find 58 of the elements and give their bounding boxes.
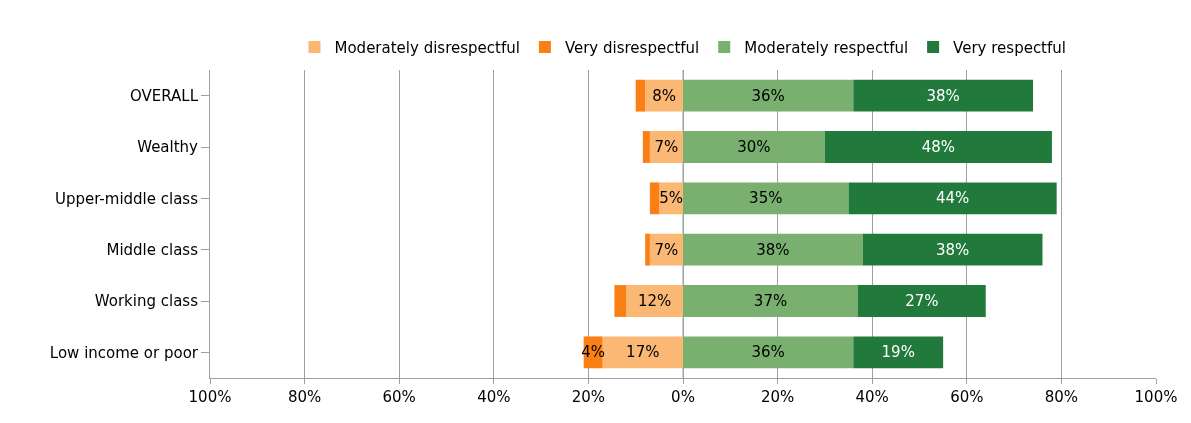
legend-label: Moderately respectful [744,38,909,57]
bar [848,182,1057,215]
data-label: 36% [751,86,785,105]
bar [642,131,650,163]
data-label: 37% [753,292,788,310]
x-tick-label: 100% [1134,388,1178,406]
bar [683,131,825,163]
bar [635,79,646,112]
x-tick-label: 80% [287,388,322,406]
data-label: 27% [905,292,939,310]
data-label: 35% [749,189,783,208]
bar [862,233,1043,266]
bar [858,285,986,317]
y-tick-label: Low income or poor [49,343,199,362]
data-label: 17% [626,343,660,362]
data-label: 12% [637,292,672,310]
y-tick-label: Wealthy [137,138,199,157]
bar [683,285,859,317]
y-tick-label: Middle class [106,240,199,259]
data-label: 44% [935,189,970,208]
x-tick-label: 20% [760,388,795,406]
data-label: 38% [935,240,970,259]
y-tick-label: Working class [94,292,199,311]
x-tick-label: 60% [382,388,416,406]
bar [824,131,1052,163]
bar [645,233,650,266]
data-label: 8% [652,86,676,105]
bar [683,233,863,266]
bar [614,285,627,317]
bar [853,79,1034,112]
bar [683,182,849,215]
x-tick-label: 60% [950,388,984,406]
y-tick-label: OVERALL [129,86,199,105]
data-label: 48% [921,138,956,156]
x-tick-label: 80% [1044,388,1079,406]
x-tick-label: 100% [188,388,232,406]
bar [683,79,854,112]
y-tick-label: Upper-middle class [54,189,199,208]
data-label: 38% [756,240,790,259]
data-label: 7% [654,138,679,156]
bar [853,336,944,369]
bar [649,182,660,215]
bar [602,336,683,369]
x-tick-label: 20% [571,388,606,406]
data-label: 7% [654,240,679,259]
legend-label: Moderately disrespectful [334,38,520,57]
x-tick-label: 40% [477,388,511,406]
data-label: 19% [881,343,915,362]
legend-label: Very disrespectful [564,38,700,57]
bar [683,336,854,369]
data-label: 30% [737,138,771,156]
x-tick-label: 0% [671,388,695,406]
legend-label: Very respectful [953,38,1066,57]
x-tick-label: 40% [855,388,889,406]
data-label: 5% [659,189,684,208]
data-label: 36% [751,343,785,362]
data-label: 38% [926,86,960,105]
bar [626,285,683,317]
